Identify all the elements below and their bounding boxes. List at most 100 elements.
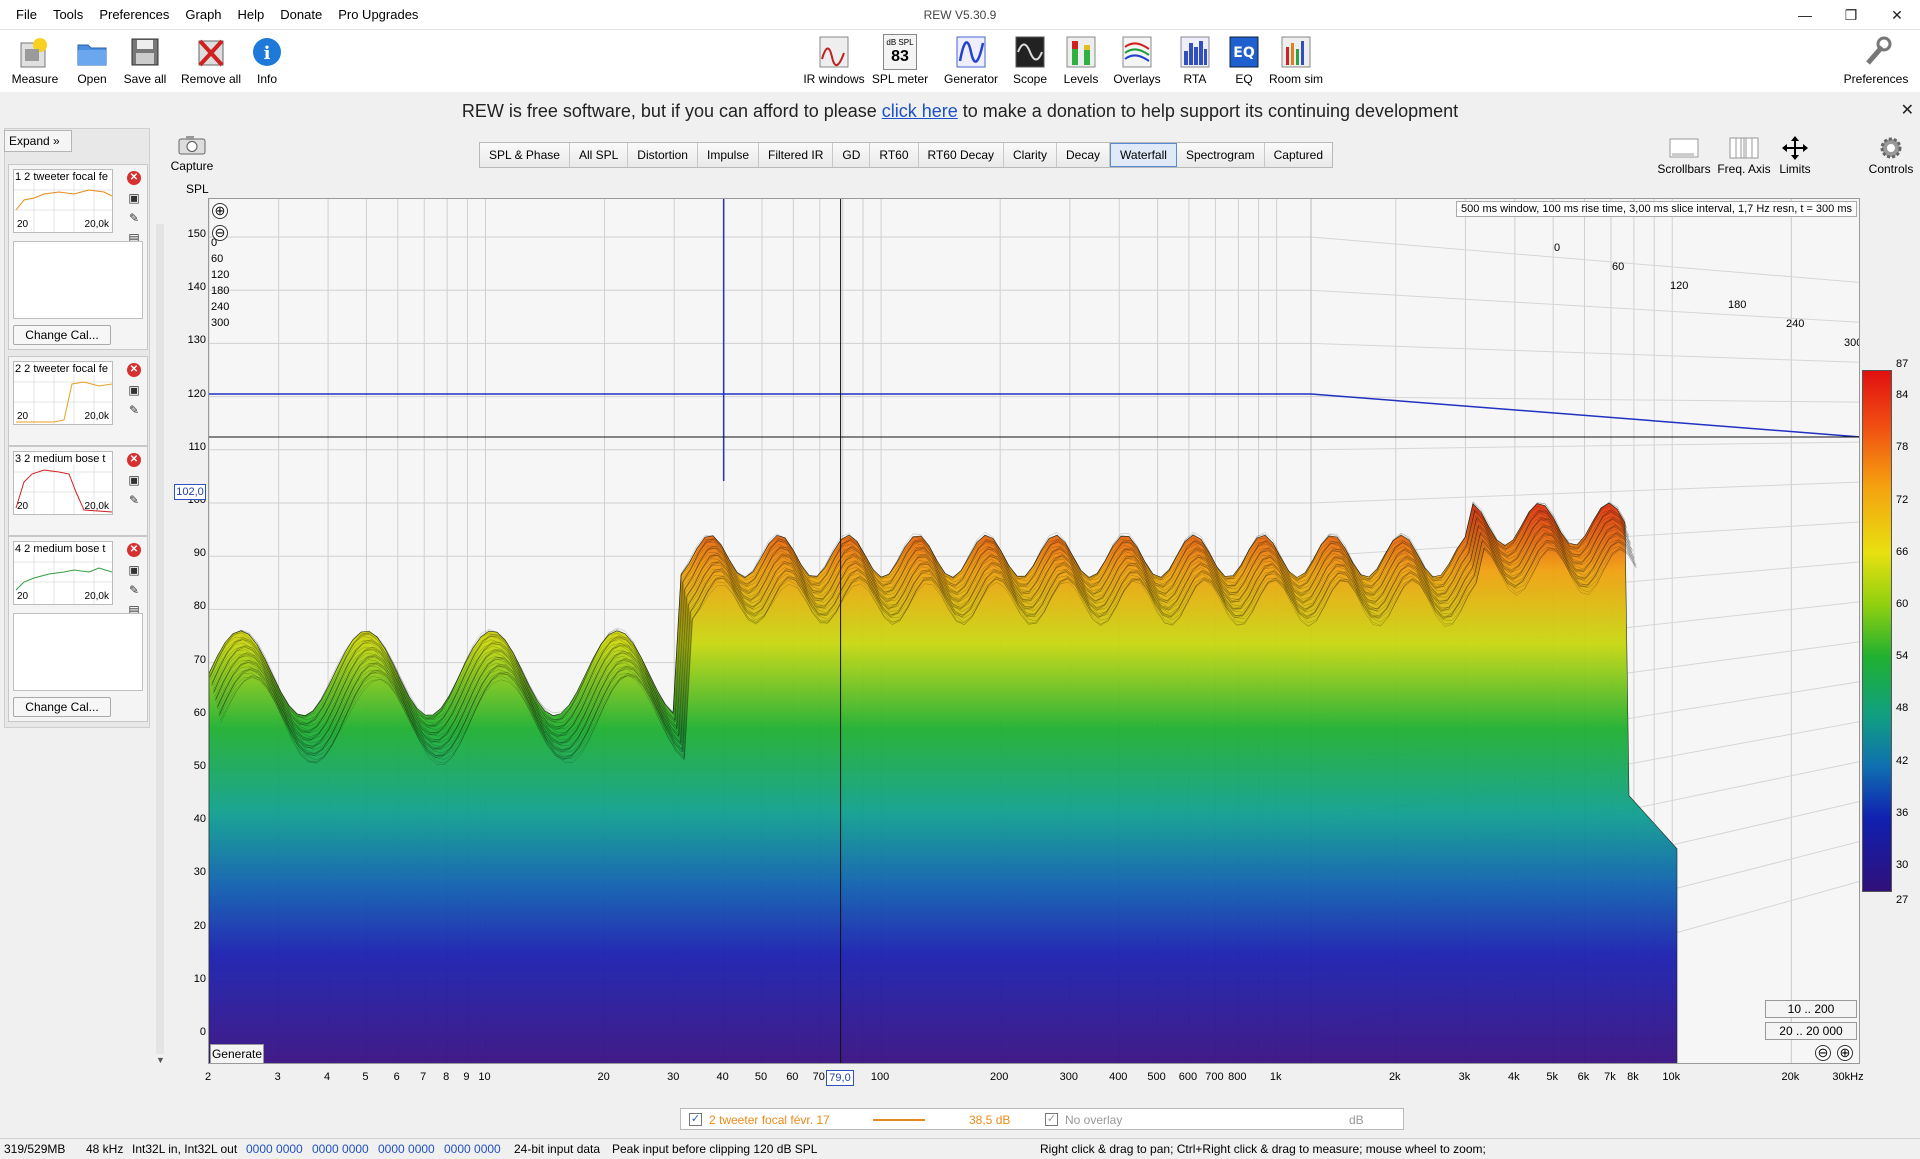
waterfall-slice — [217, 539, 1634, 753]
ir-windows-button[interactable]: IR windows — [802, 34, 866, 86]
tab-clarity[interactable]: Clarity — [1004, 143, 1058, 167]
time-tick-label-left: 180 — [211, 285, 229, 297]
remove-all-button[interactable]: Remove all — [179, 34, 243, 86]
thumb-x-min: 20 — [17, 591, 29, 602]
tab-captured[interactable]: Captured — [1264, 143, 1333, 167]
tab-filtered-ir[interactable]: Filtered IR — [759, 143, 834, 167]
levels-button[interactable]: Levels — [1049, 34, 1113, 86]
tab-waterfall[interactable]: Waterfall — [1110, 143, 1177, 167]
trace-checkbox[interactable]: ✓ — [689, 1113, 702, 1126]
generate-button[interactable]: Generate — [210, 1044, 264, 1064]
save-measurement-icon[interactable]: ▣ — [128, 563, 140, 577]
tab-rt60[interactable]: RT60 — [870, 143, 919, 167]
x-tick-label: 2k — [1388, 1071, 1401, 1083]
waterfall-plot[interactable]: 0 60 120 180 240 300 0 60 120 180 240 300 — [209, 199, 1860, 1064]
freq-axis-label: Freq. Axis — [1717, 162, 1771, 176]
tab-impulse[interactable]: Impulse — [697, 143, 760, 167]
banner-close-icon[interactable]: ✕ — [1900, 102, 1914, 119]
save-all-button[interactable]: Save all — [113, 34, 177, 86]
tab-distortion[interactable]: Distortion — [628, 143, 698, 167]
range-20-20000-button[interactable]: 20 .. 20 000 — [1765, 1022, 1857, 1040]
remove-measurement-icon[interactable]: ✕ — [127, 363, 141, 377]
tab-all-spl[interactable]: All SPL — [569, 143, 629, 167]
menu-file[interactable]: File — [16, 7, 37, 22]
pencil-icon[interactable]: ✎ — [128, 583, 140, 597]
limits-button[interactable]: Limits — [1770, 134, 1820, 176]
x-tick-label: 6k — [1577, 1071, 1590, 1083]
tab-spl-phase[interactable]: SPL & Phase — [480, 143, 570, 167]
measurement-item-2[interactable]: 20 20,0k 2 2 tweeter focal fe ✕ ▣ ✎ — [8, 356, 148, 446]
waterfall-slice — [210, 511, 1627, 725]
y-tick-label: 120 — [187, 387, 206, 400]
minimize-button[interactable]: — — [1798, 7, 1812, 23]
y-zoom-in-icon[interactable]: ⊕ — [212, 203, 228, 219]
remove-measurement-icon[interactable]: ✕ — [127, 543, 141, 557]
range-10-200-button[interactable]: 10 .. 200 — [1765, 1000, 1857, 1018]
pencil-icon[interactable]: ✎ — [128, 403, 140, 417]
menu-help[interactable]: Help — [237, 7, 265, 22]
capture-button[interactable]: Capture — [168, 134, 216, 173]
waterfall-slice — [219, 546, 1636, 761]
save-measurement-icon[interactable]: ▣ — [128, 473, 140, 487]
overlays-button[interactable]: Overlays — [1105, 34, 1169, 86]
remove-measurement-icon[interactable]: ✕ — [127, 453, 141, 467]
notes-icon[interactable]: ▤ — [128, 231, 140, 245]
remove-measurement-icon[interactable]: ✕ — [127, 171, 141, 185]
overlay-checkbox[interactable]: ✓ — [1045, 1113, 1058, 1126]
save-measurement-icon[interactable]: ▣ — [128, 383, 140, 397]
waterfall-slice — [217, 535, 1634, 753]
expand-button[interactable]: Expand » — [4, 130, 72, 152]
room-sim-button[interactable]: Room sim — [1264, 34, 1328, 86]
y-zoom-out-icon[interactable]: ⊖ — [212, 225, 228, 241]
change-cal-button[interactable]: Change Cal... — [13, 697, 111, 717]
x-tick-label: 4k — [1508, 1071, 1520, 1083]
measure-button[interactable]: Measure — [3, 34, 67, 86]
measurement-item-1[interactable]: 20 20,0k 1 2 tweeter focal fe ✕ ▣ ✎ ▤ Ch… — [8, 164, 148, 350]
waterfall-slice — [216, 533, 1633, 748]
donate-link[interactable]: click here — [881, 101, 958, 121]
generator-button[interactable]: Generator — [939, 34, 1003, 86]
pencil-icon[interactable]: ✎ — [128, 211, 140, 225]
measurement-item-3[interactable]: 20 20,0k 3 2 medium bose t ✕ ▣ ✎ — [8, 446, 148, 536]
tab-decay[interactable]: Decay — [1057, 143, 1111, 167]
measurement-item-4[interactable]: 20 20,0k 4 2 medium bose t ✕ ▣ ✎ ▤ Chang… — [8, 536, 148, 722]
close-window-button[interactable]: ✕ — [1891, 6, 1903, 23]
freq-axis-button[interactable]: Freq. Axis — [1716, 134, 1772, 176]
scope-button[interactable]: Scope — [998, 34, 1062, 86]
rta-button[interactable]: RTA — [1163, 34, 1227, 86]
x-tick-label: 70 — [812, 1071, 825, 1083]
tab-rt60-decay[interactable]: RT60 Decay — [918, 143, 1004, 167]
x-tick-label: 20k — [1781, 1071, 1800, 1083]
menu-donate[interactable]: Donate — [280, 7, 323, 22]
zoom-out-icon[interactable]: ⊖ — [1815, 1045, 1831, 1061]
x-tick-label: 6 — [393, 1071, 400, 1083]
controls-button[interactable]: Controls — [1864, 134, 1918, 176]
thumb-x-max: 20,0k — [84, 411, 109, 422]
scroll-down-arrow-icon[interactable]: ▼ — [156, 1055, 165, 1065]
spl-meter-button[interactable]: dB SPL 83 SPL meter — [868, 34, 932, 86]
preferences-button[interactable]: Preferences — [1844, 34, 1908, 86]
waterfall-graph[interactable]: 0 60 120 180 240 300 0 60 120 180 240 300 500 ms wi… — [208, 198, 1860, 1064]
menu-tools[interactable]: Tools — [52, 7, 84, 22]
menu-preferences[interactable]: Preferences — [99, 7, 170, 22]
zoom-in-icon[interactable]: ⊕ — [1837, 1045, 1853, 1061]
measurement-name: 1 2 tweeter focal fe — [15, 171, 111, 183]
grid-line-perspective — [1310, 236, 1859, 283]
waterfall-slice — [213, 518, 1630, 737]
panel-scrollbar[interactable] — [156, 224, 164, 1054]
scrollbars-button[interactable]: Scrollbars — [1656, 134, 1712, 176]
save-measurement-icon[interactable]: ▣ — [128, 191, 140, 205]
menu-pro-upgrades[interactable]: Pro Upgrades — [338, 7, 419, 22]
notes-icon[interactable]: ▤ — [128, 603, 140, 617]
horizontal-scrollbar[interactable] — [208, 1090, 1860, 1102]
capture-label: Capture — [170, 159, 214, 173]
info-button[interactable]: i Info — [235, 34, 299, 86]
maximize-button[interactable]: ❐ — [1844, 6, 1858, 23]
tab-gd[interactable]: GD — [833, 143, 871, 167]
pencil-icon[interactable]: ✎ — [128, 493, 140, 507]
change-cal-button[interactable]: Change Cal... — [13, 325, 111, 345]
tab-spectrogram[interactable]: Spectrogram — [1176, 143, 1265, 167]
menu-graph[interactable]: Graph — [185, 7, 222, 22]
open-button[interactable]: Open — [60, 34, 124, 86]
eq-button[interactable]: EQ EQ — [1212, 34, 1276, 86]
